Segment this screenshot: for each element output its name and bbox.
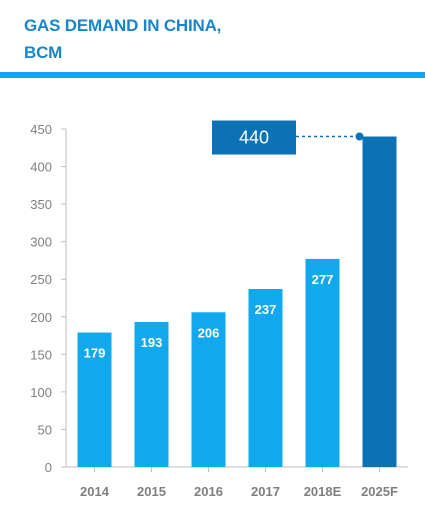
chart-title-line-2: BCM [24, 43, 63, 62]
y-tick-label: 50 [38, 422, 52, 437]
y-tick-label: 400 [30, 160, 52, 175]
callout-dot [355, 132, 364, 141]
x-tick-label: 2014 [80, 484, 110, 499]
y-tick-label: 350 [30, 197, 52, 212]
data-label: 193 [141, 335, 163, 350]
bar [191, 312, 226, 467]
x-tick-label: 2016 [194, 484, 223, 499]
y-tick-label: 100 [30, 385, 52, 400]
bar [362, 136, 397, 467]
y-tick-label: 300 [30, 235, 52, 250]
chart-title: GAS DEMAND IN CHINA, BCM [24, 12, 221, 66]
title-rule [0, 72, 425, 78]
x-tick-label: 2025F [361, 484, 398, 499]
bar [134, 322, 169, 467]
y-tick-label: 0 [45, 460, 52, 475]
data-label: 237 [255, 302, 277, 317]
data-label: 277 [312, 272, 334, 287]
data-label: 206 [198, 325, 220, 340]
bar [77, 332, 112, 467]
y-tick-label: 150 [30, 347, 52, 362]
y-tick-label: 450 [30, 122, 52, 137]
bar [305, 258, 340, 467]
data-label: 179 [84, 346, 106, 361]
y-tick-label: 250 [30, 272, 52, 287]
bar [248, 288, 283, 467]
callout-label: 440 [239, 128, 269, 148]
x-tick-label: 2018E [304, 484, 342, 499]
y-tick-label: 200 [30, 310, 52, 325]
callout-box [212, 120, 296, 155]
x-tick-label: 2017 [251, 484, 280, 499]
chart-title-line-1: GAS DEMAND IN CHINA, [24, 16, 222, 35]
x-tick-label: 2015 [137, 484, 166, 499]
